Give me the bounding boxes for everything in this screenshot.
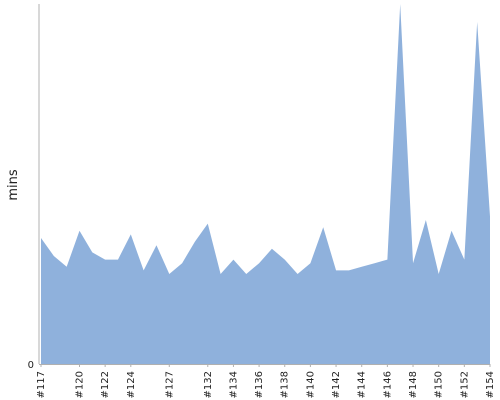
x-tick-label: #150 — [434, 371, 445, 398]
x-tick-label: #117 — [36, 371, 47, 398]
x-tick-label: #142 — [331, 371, 342, 398]
y-axis-title: mins — [6, 169, 21, 201]
x-tick-label: #136 — [254, 371, 265, 398]
y-axis-ticks: 0 — [28, 360, 34, 371]
x-tick-label: #148 — [408, 371, 419, 398]
x-tick-label: #152 — [459, 371, 470, 398]
x-tick-label: #120 — [74, 371, 85, 398]
x-tick-label: #144 — [357, 371, 368, 398]
x-tick-label: #146 — [382, 371, 393, 398]
x-tick-label: #140 — [305, 371, 316, 398]
x-tick-label: #134 — [228, 371, 239, 398]
axes — [38, 4, 490, 365]
x-tick-label: #138 — [280, 371, 291, 398]
x-tick-label: #154 — [485, 371, 496, 398]
plot-area — [41, 4, 490, 364]
series-area — [41, 4, 490, 364]
x-axis-ticks: #117 #120 #122 #124 #127 #132 #134 #136 #138 #140… — [36, 364, 496, 398]
x-tick-label: #127 — [164, 371, 175, 398]
y-tick-label: 0 — [28, 360, 34, 371]
x-tick-label: #124 — [126, 371, 137, 398]
x-tick-label: #132 — [203, 371, 214, 398]
x-tick-label: #122 — [100, 371, 111, 398]
